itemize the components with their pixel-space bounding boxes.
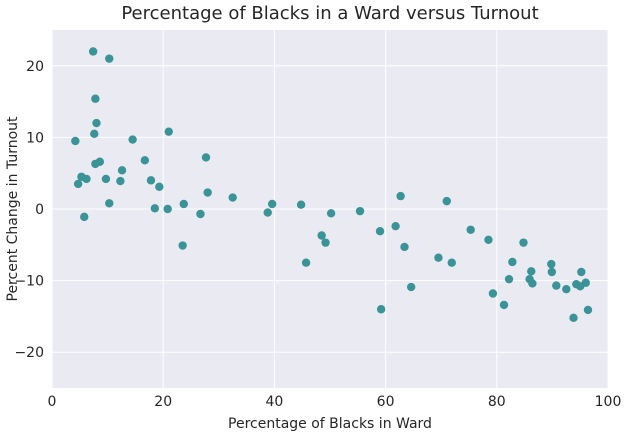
scatter-point xyxy=(569,313,578,323)
scatter-point xyxy=(317,231,326,240)
scatter-point xyxy=(105,54,114,63)
scatter-point xyxy=(484,235,493,244)
scatter-point xyxy=(528,279,537,288)
scatter-point xyxy=(376,305,386,314)
x-axis-ticks: 0 20 40 60 80 100 xyxy=(48,394,622,410)
y-tick-label: 0 xyxy=(35,202,44,218)
scatter-point xyxy=(562,284,571,294)
scatter-point xyxy=(155,182,164,192)
scatter-point xyxy=(80,212,89,222)
scatter-point xyxy=(391,221,400,231)
scatter-point xyxy=(201,153,211,162)
scatter-point xyxy=(179,199,188,209)
x-tick-label: 20 xyxy=(154,394,172,410)
scatter-point xyxy=(95,157,105,166)
y-tick-label: 10 xyxy=(26,130,44,146)
scatter-point xyxy=(527,267,536,276)
scatter-point xyxy=(547,267,557,277)
scatter-point xyxy=(117,166,127,175)
scatter-point xyxy=(552,281,561,290)
scatter-point xyxy=(301,258,311,267)
scatter-point xyxy=(101,174,111,184)
scatter-point xyxy=(442,196,451,206)
scatter-point xyxy=(488,289,498,298)
scatter-points xyxy=(71,47,593,323)
scatter-point xyxy=(91,94,100,103)
scatter-point xyxy=(82,174,91,184)
scatter-point xyxy=(321,238,330,247)
x-tick-label: 100 xyxy=(595,394,622,410)
scatter-point xyxy=(90,129,99,139)
scatter-point xyxy=(196,209,205,219)
scatter-point xyxy=(375,226,385,236)
scatter-point xyxy=(105,199,114,208)
scatter-point xyxy=(396,191,405,201)
scatter-point xyxy=(128,135,137,144)
scatter-point xyxy=(163,204,172,214)
scatter-point xyxy=(296,200,306,209)
x-tick-label: 80 xyxy=(488,394,506,410)
scatter-point xyxy=(164,127,173,136)
scatter-point xyxy=(267,199,277,209)
x-tick-label: 60 xyxy=(377,394,395,410)
scatter-point xyxy=(577,267,586,277)
scatter-point xyxy=(499,300,509,310)
x-tick-label: 40 xyxy=(265,394,283,410)
y-tick-label: −10 xyxy=(14,274,44,290)
scatter-point xyxy=(73,179,83,189)
scatter-point xyxy=(326,209,336,218)
scatter-point xyxy=(92,118,101,128)
scatter-point xyxy=(178,241,187,250)
scatter-point xyxy=(519,238,528,247)
scatter-point xyxy=(71,136,80,146)
scatter-point xyxy=(88,47,98,56)
scatter-point xyxy=(447,258,456,267)
scatter-point xyxy=(146,176,156,185)
scatter-point xyxy=(263,208,272,217)
y-tick-label: 20 xyxy=(26,59,44,75)
chart-title: Percentage of Blacks in a Ward versus Tu… xyxy=(121,3,538,24)
scatter-point xyxy=(228,193,237,202)
scatter-point xyxy=(203,188,212,197)
scatter-point xyxy=(583,305,593,315)
scatter-point xyxy=(508,257,517,267)
y-tick-label: −20 xyxy=(14,345,44,361)
x-tick-label: 0 xyxy=(48,394,57,410)
scatter-point xyxy=(434,253,443,262)
y-axis-ticks: −20 −10 0 10 20 xyxy=(14,59,44,361)
y-axis-label: Percent Change in Turnout xyxy=(5,116,21,302)
scatter-point xyxy=(466,225,475,234)
scatter-point xyxy=(581,278,590,287)
scatter-point xyxy=(116,176,125,186)
scatter-point xyxy=(547,259,556,269)
scatter-point xyxy=(150,204,160,213)
scatter-point xyxy=(400,242,409,252)
x-axis-label: Percentage of Blacks in Ward xyxy=(228,416,432,432)
gridlines xyxy=(51,30,609,388)
scatter-point xyxy=(504,274,514,284)
scatter-point xyxy=(355,206,365,216)
scatter-point xyxy=(406,282,416,292)
scatter-point xyxy=(140,156,150,165)
